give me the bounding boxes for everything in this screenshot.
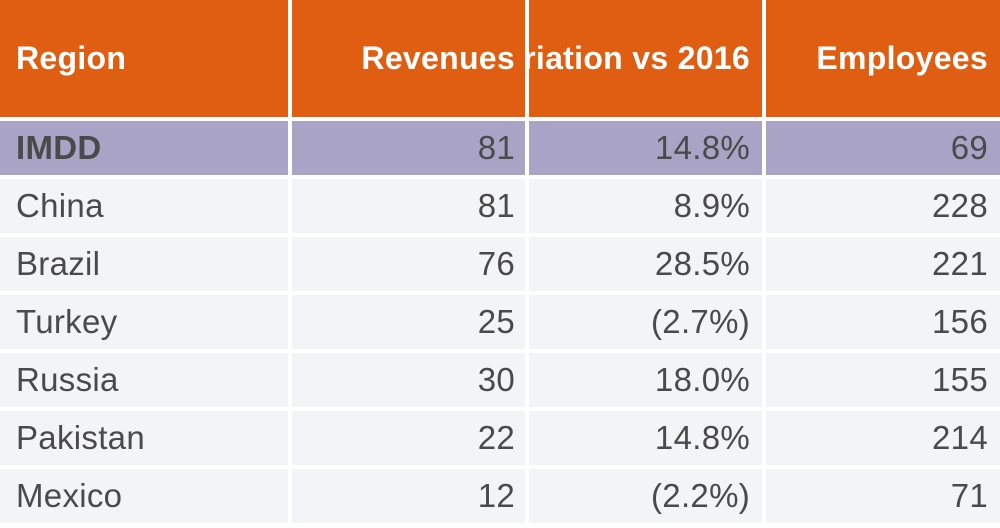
header-region: Region bbox=[0, 0, 288, 117]
cell-revenues: 30 bbox=[292, 353, 525, 407]
table-row: Brazil 76 28.5% 221 bbox=[0, 237, 1000, 291]
cell-variation: 14.8% bbox=[529, 121, 762, 175]
table-row: China 81 8.9% 228 bbox=[0, 179, 1000, 233]
cell-region: IMDD bbox=[0, 121, 288, 175]
table-row: Russia 30 18.0% 155 bbox=[0, 353, 1000, 407]
cell-revenues: 76 bbox=[292, 237, 525, 291]
cell-region: Turkey bbox=[0, 295, 288, 349]
cell-employees: 69 bbox=[766, 121, 1000, 175]
cell-revenues: 81 bbox=[292, 179, 525, 233]
cell-variation: 28.5% bbox=[529, 237, 762, 291]
cell-employees: 228 bbox=[766, 179, 1000, 233]
cell-revenues: 81 bbox=[292, 121, 525, 175]
header-employees: Employees bbox=[766, 0, 1000, 117]
cell-region: Mexico bbox=[0, 469, 288, 523]
table-row: Turkey 25 (2.7%) 156 bbox=[0, 295, 1000, 349]
cell-region: Russia bbox=[0, 353, 288, 407]
cell-revenues: 12 bbox=[292, 469, 525, 523]
cell-employees: 221 bbox=[766, 237, 1000, 291]
cell-employees: 214 bbox=[766, 411, 1000, 465]
cell-variation: 8.9% bbox=[529, 179, 762, 233]
cell-variation: (2.2%) bbox=[529, 469, 762, 523]
cell-revenues: 25 bbox=[292, 295, 525, 349]
cell-region: China bbox=[0, 179, 288, 233]
cell-variation: 14.8% bbox=[529, 411, 762, 465]
cell-employees: 156 bbox=[766, 295, 1000, 349]
cell-region: Pakistan bbox=[0, 411, 288, 465]
cell-employees: 155 bbox=[766, 353, 1000, 407]
cell-region: Brazil bbox=[0, 237, 288, 291]
header-revenues: Revenues bbox=[292, 0, 525, 117]
table-row: IMDD 81 14.8% 69 bbox=[0, 121, 1000, 175]
header-variation: Variation vs 2016 bbox=[529, 0, 762, 117]
table-row: Mexico 12 (2.2%) 71 bbox=[0, 469, 1000, 523]
cell-employees: 71 bbox=[766, 469, 1000, 523]
cell-variation: 18.0% bbox=[529, 353, 762, 407]
cell-revenues: 22 bbox=[292, 411, 525, 465]
table-row: Pakistan 22 14.8% 214 bbox=[0, 411, 1000, 465]
table-header-row: Region Revenues Variation vs 2016 Employ… bbox=[0, 0, 1000, 117]
cell-variation: (2.7%) bbox=[529, 295, 762, 349]
